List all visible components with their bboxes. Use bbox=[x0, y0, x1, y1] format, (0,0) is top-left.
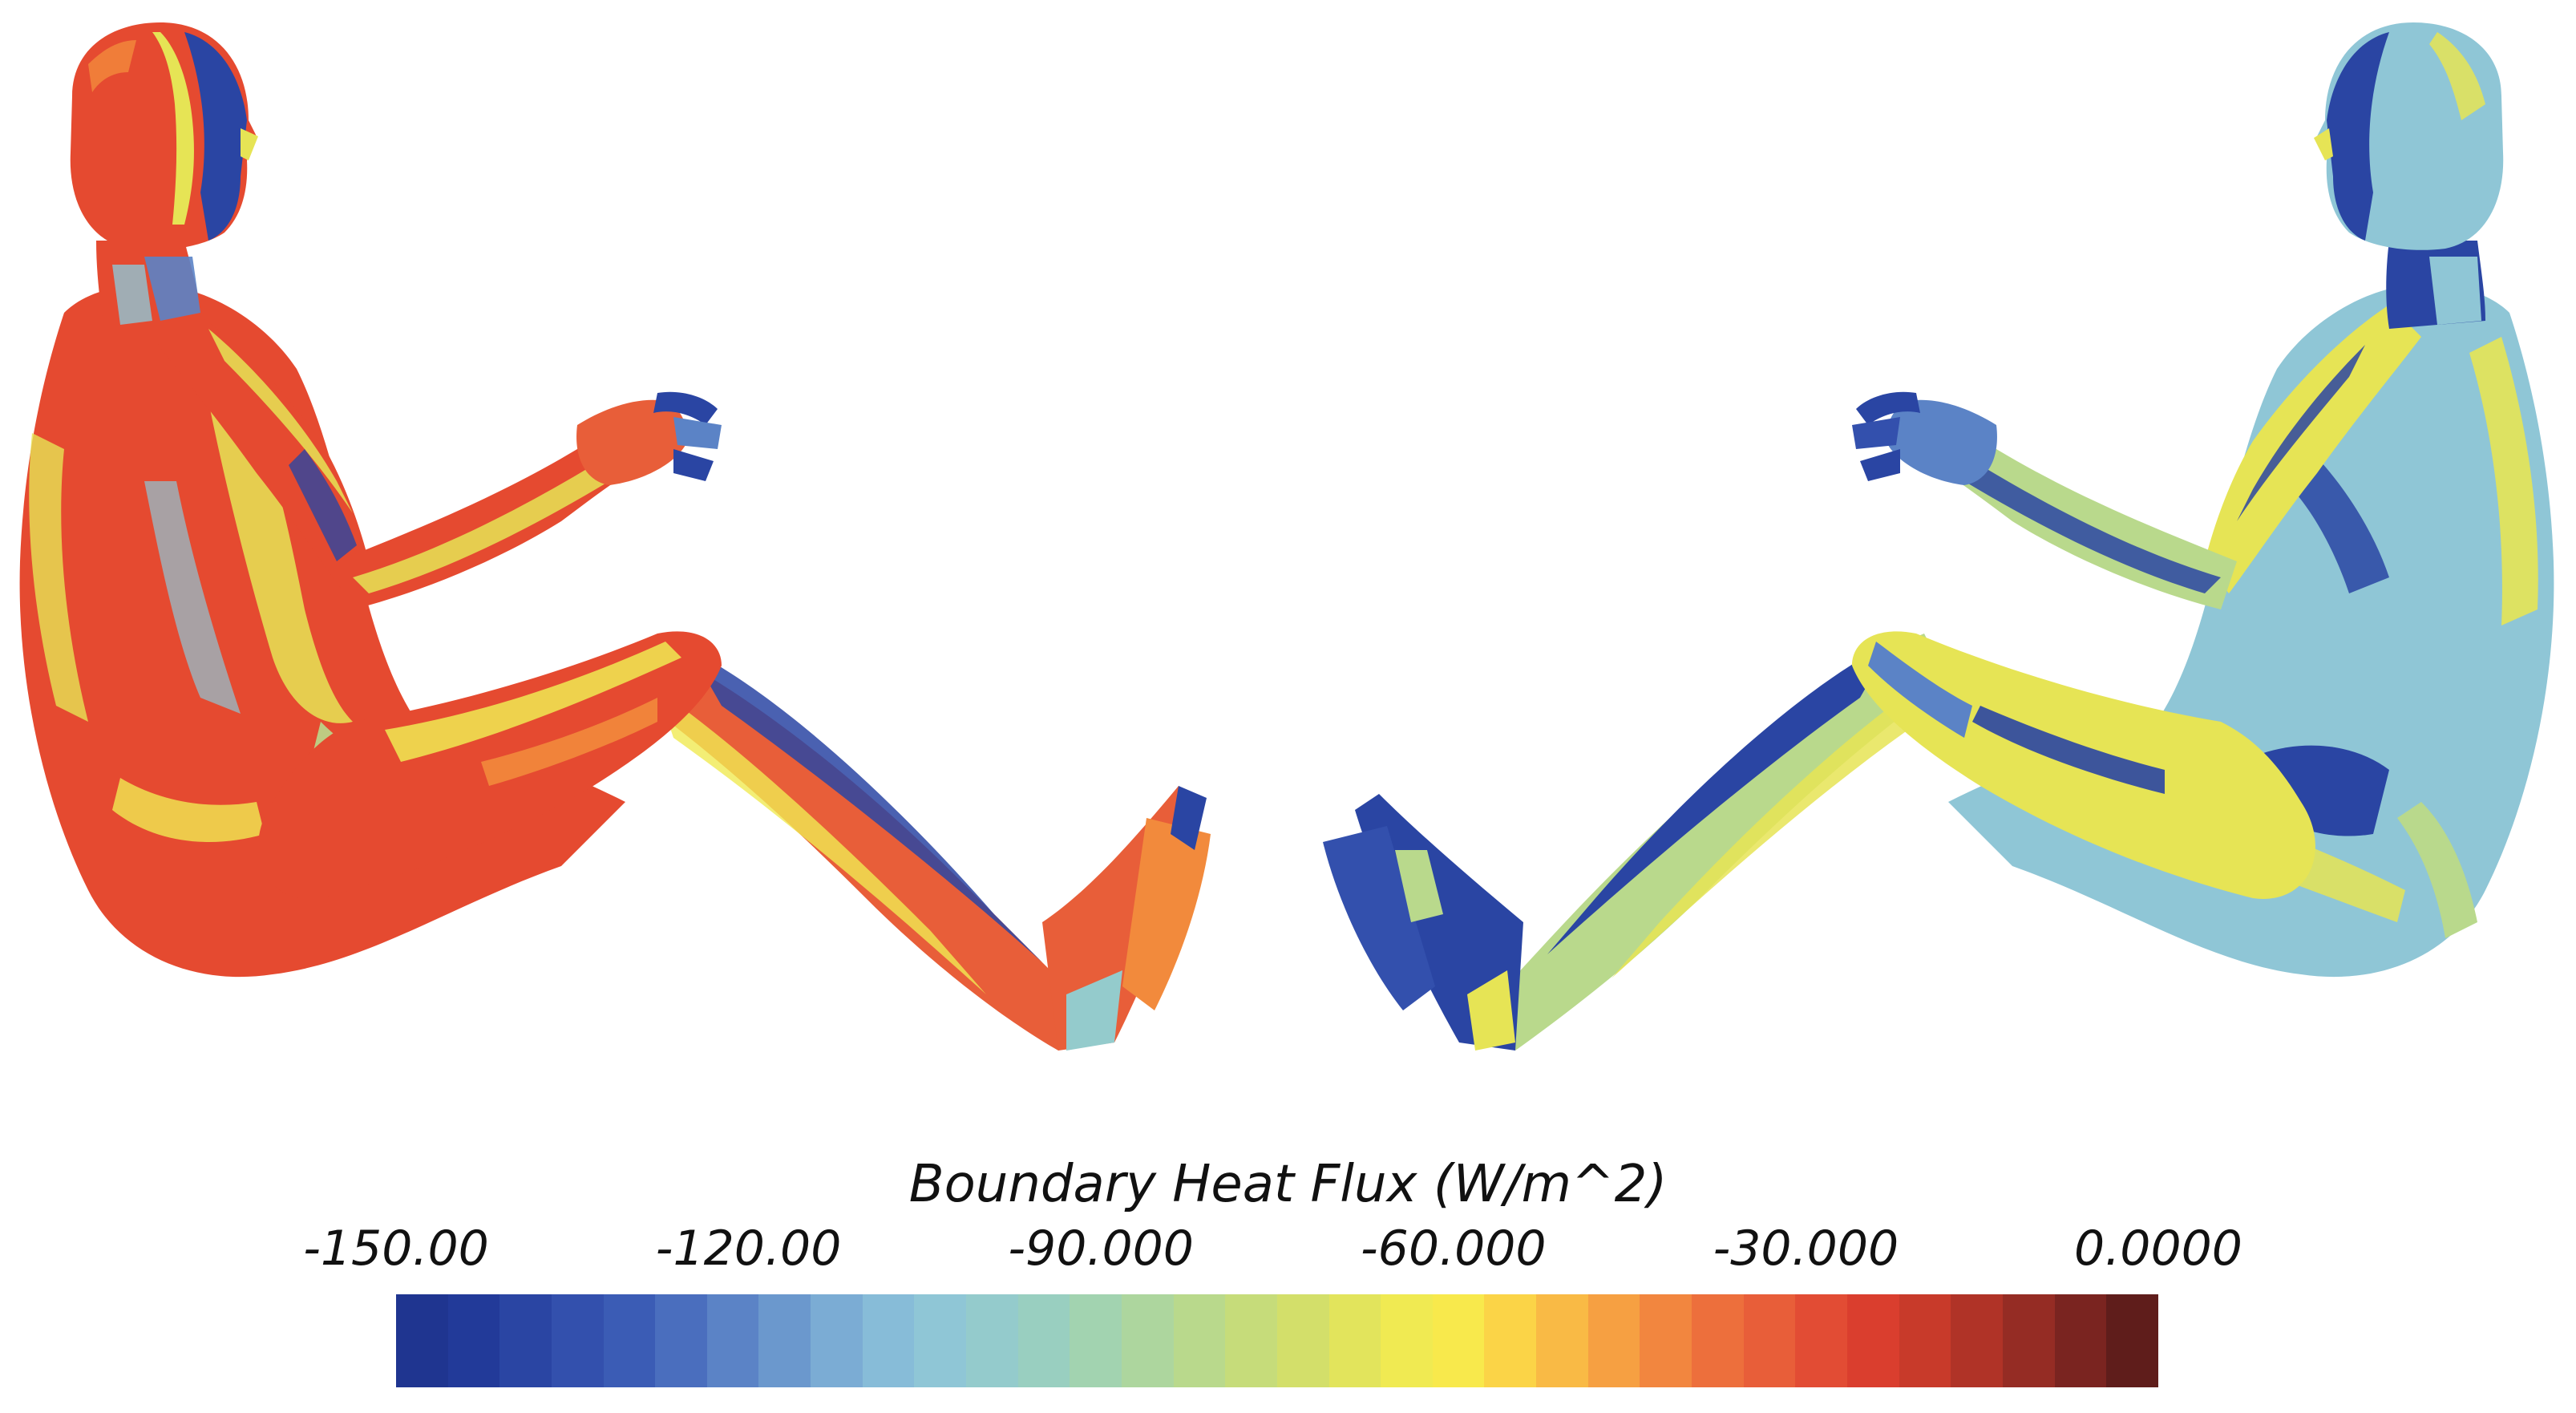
colorbar-swatch bbox=[914, 1294, 967, 1387]
colorbar-swatch bbox=[603, 1294, 656, 1387]
colorbar-swatch bbox=[1070, 1294, 1122, 1387]
colorbar-swatch bbox=[1328, 1294, 1381, 1387]
colorbar-swatch bbox=[2002, 1294, 2055, 1387]
right-model-shin bbox=[1475, 634, 1948, 1051]
colorbar-tick-label: -120.00 bbox=[655, 1221, 842, 1277]
colorbar-swatch bbox=[1640, 1294, 1692, 1387]
colorbar bbox=[396, 1294, 2158, 1387]
colorbar-swatch bbox=[1899, 1294, 1951, 1387]
colorbar-swatch bbox=[1121, 1294, 1174, 1387]
colorbar-swatch bbox=[811, 1294, 863, 1387]
colorbar-swatch bbox=[1951, 1294, 2003, 1387]
legend-title: Boundary Heat Flux (W/m^2) bbox=[908, 1155, 1668, 1214]
colorbar-swatch bbox=[758, 1294, 811, 1387]
colorbar-swatch bbox=[1276, 1294, 1329, 1387]
colorbar-swatch bbox=[2106, 1294, 2158, 1387]
colorbar-tick-label: -30.000 bbox=[1713, 1221, 1899, 1277]
colorbar-swatch bbox=[1432, 1294, 1485, 1387]
colorbar-swatch bbox=[1743, 1294, 1796, 1387]
colorbar-swatch bbox=[1795, 1294, 1847, 1387]
colorbar-swatch bbox=[862, 1294, 915, 1387]
colorbar-swatch bbox=[2054, 1294, 2107, 1387]
colorbar-swatch bbox=[1587, 1294, 1640, 1387]
colorbar-swatch bbox=[499, 1294, 552, 1387]
colorbar-swatch bbox=[706, 1294, 759, 1387]
colorbar-swatch bbox=[1692, 1294, 1744, 1387]
colorbar-tick-label: -60.000 bbox=[1361, 1221, 1547, 1277]
left-model-shin bbox=[625, 642, 1098, 1051]
colorbar-swatch bbox=[655, 1294, 707, 1387]
left-model-upper-arm bbox=[152, 305, 369, 593]
colorbar-swatch bbox=[1484, 1294, 1537, 1387]
colorbar-swatch bbox=[551, 1294, 604, 1387]
colorbar-swatch bbox=[447, 1294, 500, 1387]
colorbar-swatch bbox=[966, 1294, 1018, 1387]
right-model-upper-arm bbox=[2205, 305, 2421, 593]
colorbar-tick-label: 0.0000 bbox=[2074, 1221, 2242, 1277]
colorbar-swatch bbox=[1173, 1294, 1226, 1387]
left-human-model bbox=[19, 22, 1211, 1051]
colorbar-swatch bbox=[1381, 1294, 1433, 1387]
right-model-hand bbox=[1887, 399, 1997, 485]
right-human-model bbox=[1323, 22, 2554, 1051]
colorbar-tick-label: -90.000 bbox=[1008, 1221, 1194, 1277]
colorbar-tick-label: -150.00 bbox=[303, 1221, 489, 1277]
colorbar-swatch bbox=[396, 1294, 448, 1387]
left-model-hand bbox=[576, 399, 687, 485]
colorbar-swatch bbox=[1017, 1294, 1070, 1387]
colorbar-swatch bbox=[1846, 1294, 1899, 1387]
heat-flux-figure bbox=[19, 22, 2554, 1051]
colorbar-swatch bbox=[1225, 1294, 1277, 1387]
colorbar-swatch bbox=[1536, 1294, 1588, 1387]
